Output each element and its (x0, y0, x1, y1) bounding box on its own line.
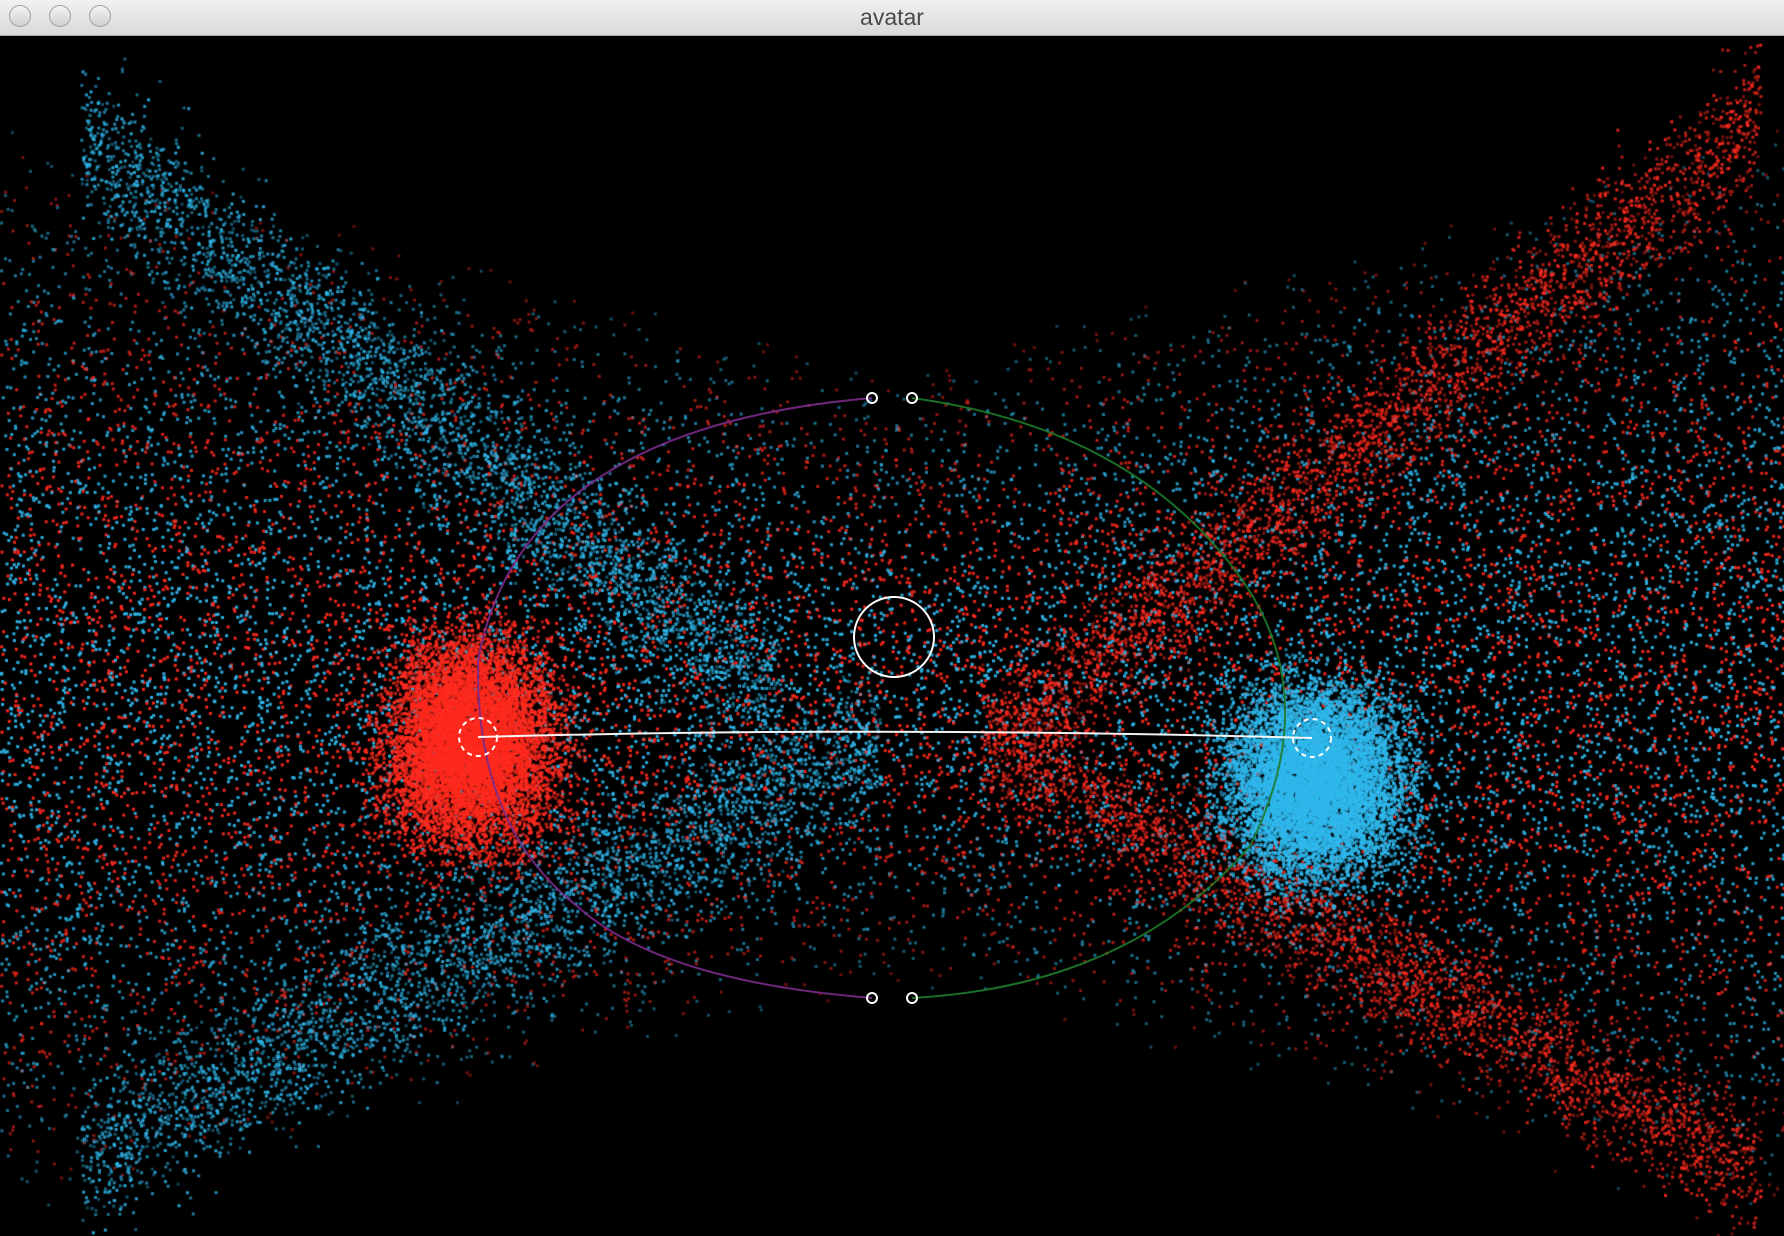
right-arc-path (911, 397, 1287, 999)
right-attractor-handle[interactable] (1292, 718, 1332, 758)
title-bar[interactable]: avatar (0, 0, 1784, 36)
control-overlay[interactable] (0, 36, 1784, 1236)
center-connection-line (477, 730, 1313, 739)
visualization-canvas-area[interactable] (0, 36, 1784, 1236)
center-control-handle[interactable] (853, 596, 935, 678)
top-right-control-point[interactable] (906, 392, 918, 404)
zoom-window-button[interactable] (89, 5, 111, 27)
bottom-left-control-point[interactable] (866, 992, 878, 1004)
left-attractor-handle[interactable] (458, 717, 498, 757)
bottom-right-control-point[interactable] (906, 992, 918, 1004)
left-arc-path (476, 397, 873, 999)
top-left-control-point[interactable] (866, 392, 878, 404)
minimize-window-button[interactable] (49, 5, 71, 27)
close-window-button[interactable] (9, 5, 31, 27)
window-title: avatar (860, 4, 924, 30)
particle-field[interactable] (0, 36, 1784, 1236)
